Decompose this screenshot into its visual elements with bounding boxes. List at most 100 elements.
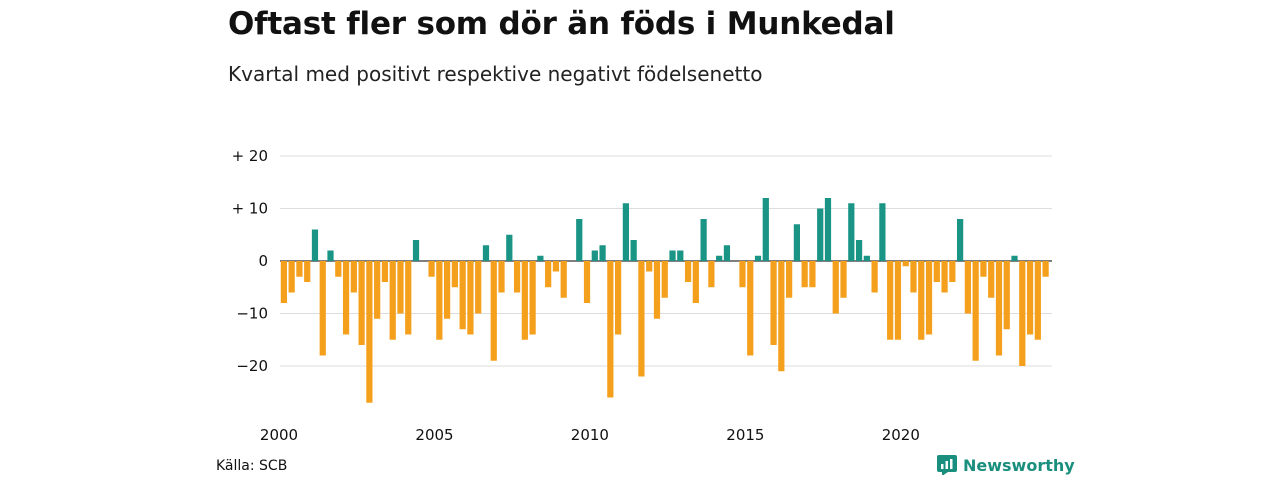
x-axis-tick-labels: 2000 2005 2010 2015 2020 [260,426,920,444]
bar-negative [941,261,948,293]
bar-negative [444,261,451,319]
bar-negative [894,261,902,340]
bar-positive [824,198,832,261]
bar-negative [451,261,458,288]
brand-label: Newsworthy [963,455,1075,475]
source-note: Källa: SCB [216,458,288,474]
bar-negative [964,261,971,314]
bar-negative [840,261,847,298]
bar-positive [591,250,598,261]
y-tick-label: −20 [236,357,268,375]
bar-positive [793,224,800,261]
bar-negative [925,261,933,335]
bar-positive [506,234,513,261]
bar-negative [887,261,894,340]
bar-negative [653,261,661,319]
bar-negative [350,261,357,293]
bar-negative [1019,261,1026,366]
bar-negative [304,261,311,282]
x-tick-label: 2010 [571,426,609,444]
newsworthy-icon [937,455,957,475]
bar-negative [607,261,614,398]
bar-positive [630,240,637,261]
bar-negative [389,261,396,340]
bar-negative [521,261,528,340]
bar-negative [661,261,668,298]
bar-negative [319,261,326,356]
chart-subtitle: Kvartal med positivt respektive negativt… [228,62,763,86]
bar-negative [778,261,785,372]
bar-negative [358,261,365,345]
y-axis-tick-labels: + 20 + 10 0 −10 −20 [232,147,268,375]
bar-negative [949,261,956,282]
x-tick-label: 2000 [260,426,298,444]
bar-negative [405,261,412,335]
bar-negative [770,261,777,345]
bar-negative [638,261,645,377]
bar-negative [490,261,497,361]
bar-negative [980,261,987,277]
bar-negative [739,261,746,288]
bar-positive [723,245,731,261]
bar-negative [646,261,653,272]
bar-negative [684,261,692,282]
bar-negative [280,261,287,303]
bar-negative [436,261,443,340]
bar-positive [677,250,684,261]
bar-negative [529,261,536,335]
bar-positive [576,219,583,261]
bar-positive [957,219,964,261]
bar-negative [428,261,435,277]
bar-negative [1042,261,1049,277]
y-tick-label: + 10 [232,200,268,218]
bar-negative [615,261,622,335]
bar-negative [988,261,995,298]
bar-negative [910,261,917,293]
bar-negative [786,261,793,298]
bar-negative [708,261,715,288]
bar-negative [1003,261,1010,330]
bar-positive [327,250,334,261]
bar-negative [459,261,466,330]
bar-negative [381,261,389,282]
bar-negative [1034,261,1041,340]
bar-positive [863,255,870,261]
x-tick-label: 2015 [726,426,764,444]
bar-positive [669,250,676,261]
y-tick-label: −10 [236,305,268,323]
bar-negative [296,261,303,277]
bar-negative [995,261,1003,356]
x-tick-label: 2020 [882,426,920,444]
bar-negative [475,261,482,314]
bar-negative [583,261,591,303]
bar-positive [622,203,629,261]
bar-negative [809,261,816,288]
bar-negative [513,261,521,293]
bar-negative [972,261,979,361]
bar-positive [412,240,420,261]
bar-positive [848,203,855,261]
bar-positive [482,245,490,261]
bar-negative [335,261,342,277]
y-tick-label: 0 [258,252,268,270]
bar-negative [832,261,839,314]
bar-positive [599,245,606,261]
bar-negative [692,261,699,303]
bar-positive [311,229,319,261]
chart-title: Oftast fler som dör än föds i Munkedal [228,6,895,42]
bar-negative [560,261,567,298]
bar-negative [933,261,940,282]
bar-negative [902,261,909,267]
bar-negative [374,261,381,319]
bar-negative [801,261,808,288]
bar-positive [754,255,762,261]
bar-negative [288,261,295,293]
bar-positive [1011,255,1018,261]
bars [280,198,1049,403]
bar-negative [397,261,404,314]
bar-positive [855,240,863,261]
bar-negative [467,261,474,335]
bar-negative [545,261,552,288]
bar-positive [716,255,723,261]
